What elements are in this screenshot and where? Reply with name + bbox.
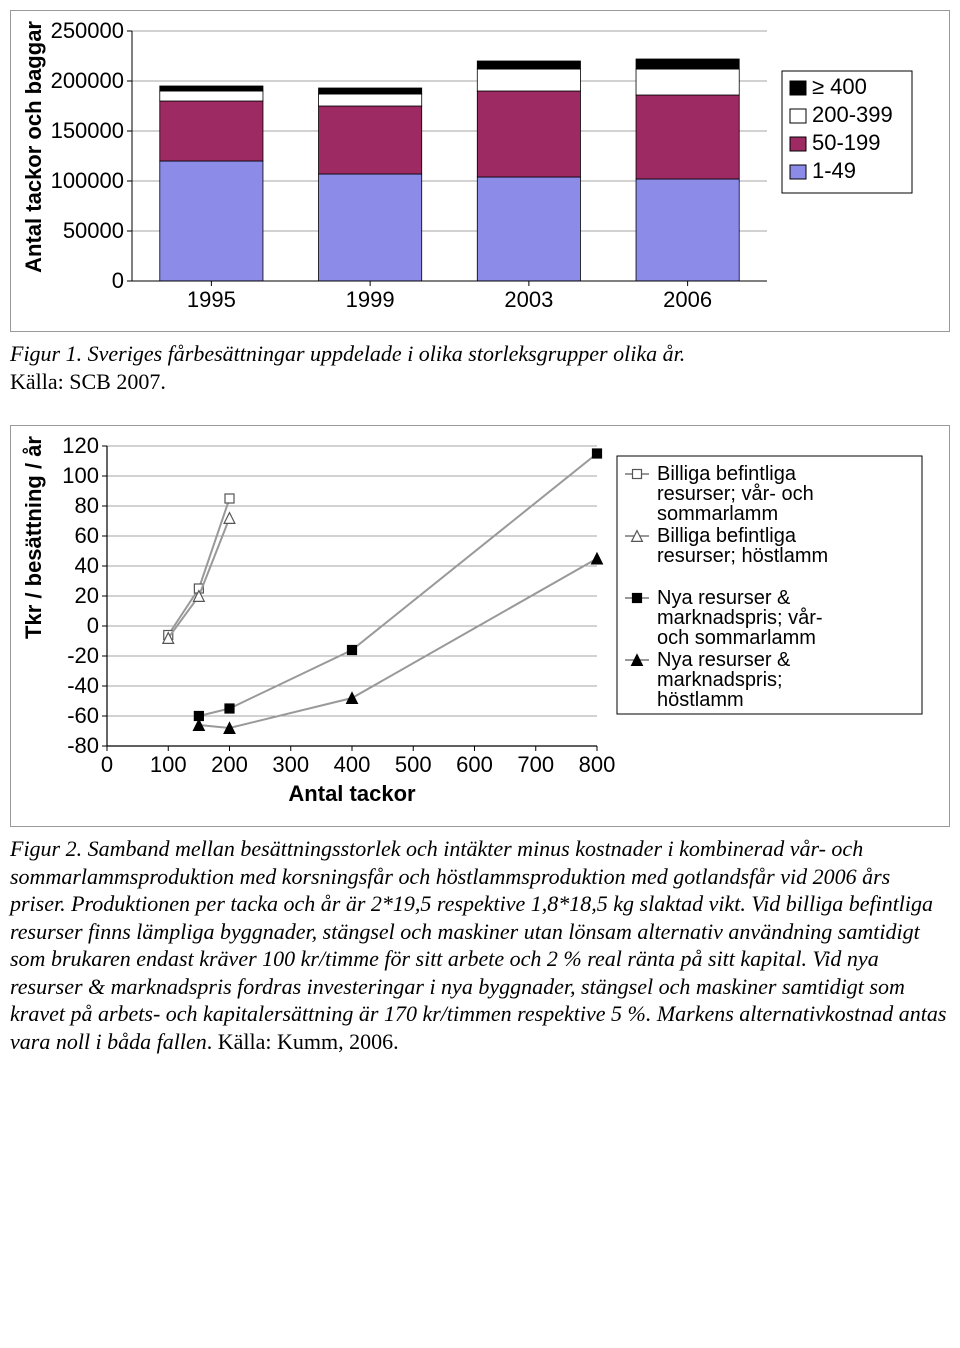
legend-label: Nya resurser & xyxy=(657,587,791,609)
fig2-caption-text: Samband mellan besättningsstorlek och in… xyxy=(10,836,946,1054)
bar-segment xyxy=(477,91,580,177)
svg-text:-80: -80 xyxy=(67,733,99,758)
svg-text:1999: 1999 xyxy=(346,287,395,312)
series-line xyxy=(199,454,597,717)
svg-text:80: 80 xyxy=(75,493,99,518)
figure1-container: Antal tackor och baggar 0 50000 100000 1500… xyxy=(10,10,950,332)
svg-text:500: 500 xyxy=(395,752,432,777)
legend-label: marknadspris; vår- xyxy=(657,607,823,629)
fig2-x-label: Antal tackor xyxy=(288,781,416,806)
svg-text:-60: -60 xyxy=(67,703,99,728)
svg-text:50-199: 50-199 xyxy=(812,130,881,155)
fig2-y-label: Tkr / besättning / år xyxy=(21,436,47,639)
legend-label: höstlamm xyxy=(657,689,744,711)
figure2-caption: Figur 2. Samband mellan besättningsstorl… xyxy=(10,835,950,1055)
svg-text:2003: 2003 xyxy=(504,287,553,312)
bar-segment xyxy=(636,69,739,95)
svg-text:300: 300 xyxy=(272,752,309,777)
bar-segment xyxy=(319,106,422,174)
bar-segment xyxy=(477,69,580,91)
svg-text:1995: 1995 xyxy=(187,287,236,312)
svg-text:100000: 100000 xyxy=(51,168,124,193)
bar-segment xyxy=(477,61,580,69)
legend-label: Billiga befintliga xyxy=(657,463,797,485)
svg-text:20: 20 xyxy=(75,583,99,608)
svg-text:50000: 50000 xyxy=(63,218,124,243)
svg-text:120: 120 xyxy=(62,436,99,458)
bar-segment xyxy=(636,59,739,69)
fig2-caption-label: Figur 2. xyxy=(10,836,82,861)
svg-text:800: 800 xyxy=(579,752,616,777)
bar-segment xyxy=(319,174,422,281)
series-line xyxy=(199,559,597,729)
fig1-caption-text: Sveriges fårbesättningar uppdelade i oli… xyxy=(88,341,686,366)
series-line xyxy=(168,499,229,636)
svg-text:≥ 400: ≥ 400 xyxy=(812,74,867,99)
legend-label: Billiga befintliga xyxy=(657,525,797,547)
svg-text:-40: -40 xyxy=(67,673,99,698)
svg-text:1-49: 1-49 xyxy=(812,158,856,183)
legend-label: Nya resurser & xyxy=(657,649,791,671)
bar-segment xyxy=(636,179,739,281)
fig1-plot: 0 50000 100000 150000 200000 250000 1995 1999 20… xyxy=(47,21,939,321)
svg-text:60: 60 xyxy=(75,523,99,548)
svg-text:200: 200 xyxy=(211,752,248,777)
svg-text:0: 0 xyxy=(112,268,124,293)
fig1-caption-source: Källa: SCB 2007. xyxy=(10,369,166,394)
svg-text:200000: 200000 xyxy=(51,68,124,93)
fig2-svg: -80 -60 -40 -20 0 20 40 60 80 100 120 0 100 200 300 400… xyxy=(47,436,927,816)
figure1-caption: Figur 1. Sveriges fårbesättningar uppdel… xyxy=(10,340,950,395)
bar-segment xyxy=(160,86,263,91)
fig1-caption-label: Figur 1. xyxy=(10,341,82,366)
legend-label: resurser; vår- och xyxy=(657,483,814,505)
svg-text:200-399: 200-399 xyxy=(812,102,893,127)
bar-segment xyxy=(319,88,422,94)
bar-segment xyxy=(160,91,263,101)
svg-text:100: 100 xyxy=(150,752,187,777)
svg-text:0: 0 xyxy=(101,752,113,777)
bar-segment xyxy=(477,177,580,281)
legend-label: resurser; höstlamm xyxy=(657,545,828,567)
svg-text:250000: 250000 xyxy=(51,21,124,43)
bar-segment xyxy=(636,95,739,179)
bar-segment xyxy=(319,94,422,106)
svg-text:40: 40 xyxy=(75,553,99,578)
svg-text:-20: -20 xyxy=(67,643,99,668)
svg-text:2006: 2006 xyxy=(663,287,712,312)
legend-label: marknadspris; xyxy=(657,669,783,691)
svg-text:100: 100 xyxy=(62,463,99,488)
svg-text:150000: 150000 xyxy=(51,118,124,143)
svg-text:600: 600 xyxy=(456,752,493,777)
legend-label: och sommarlamm xyxy=(657,627,816,649)
svg-text:700: 700 xyxy=(517,752,554,777)
fig2-plot: -80 -60 -40 -20 0 20 40 60 80 100 120 0 100 200 300 400… xyxy=(47,436,939,816)
svg-text:0: 0 xyxy=(87,613,99,638)
fig1-svg: 0 50000 100000 150000 200000 250000 1995 1999 20… xyxy=(47,21,927,321)
fig2-caption-source: . Källa: Kumm, 2006. xyxy=(207,1029,399,1054)
legend-label: sommarlamm xyxy=(657,503,778,525)
svg-text:400: 400 xyxy=(334,752,371,777)
fig1-y-label: Antal tackor och baggar xyxy=(21,21,47,273)
bar-segment xyxy=(160,101,263,161)
bar-segment xyxy=(160,161,263,281)
figure2-container: Tkr / besättning / år -80 -60 -40 -20 0 20 40 6… xyxy=(10,425,950,827)
